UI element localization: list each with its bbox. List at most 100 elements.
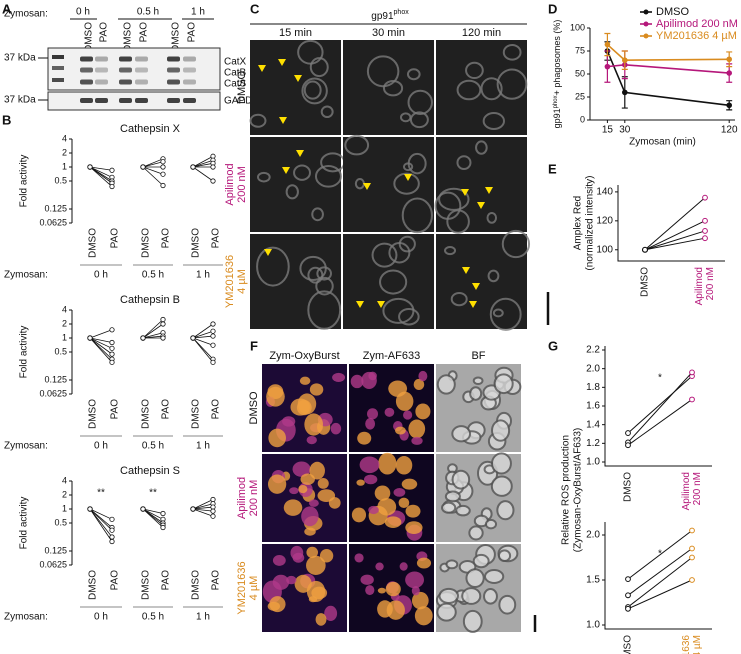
band: [119, 98, 132, 103]
micrograph-feature: [368, 505, 379, 515]
band: [135, 56, 148, 62]
micrograph-feature: [405, 571, 425, 589]
micrograph-feature: [436, 602, 457, 622]
condition-label: PAO: [110, 399, 121, 420]
micrograph-feature: [328, 497, 341, 509]
micrograph-feature: [394, 426, 406, 435]
pair-line: [627, 372, 693, 443]
micrograph-feature: [438, 187, 470, 211]
micrograph-feature: [304, 527, 316, 536]
condition-label: DMSO: [141, 399, 152, 429]
point: [160, 321, 166, 327]
micrograph-feature: [483, 588, 498, 605]
point: [210, 359, 216, 365]
micrograph-feature: [306, 546, 319, 559]
band: [167, 79, 180, 85]
arrowhead: [377, 301, 385, 308]
micrograph-feature: [300, 473, 315, 485]
condition-label: PAO: [161, 228, 172, 249]
micrograph-feature: [502, 44, 522, 61]
point: [689, 554, 695, 561]
micrograph-feature: [269, 596, 286, 613]
point: [210, 164, 216, 170]
point: [109, 351, 115, 357]
pair-line: [142, 158, 164, 168]
pair-line: [192, 503, 214, 510]
micrograph-feature: [267, 474, 287, 494]
micrograph-feature: [440, 501, 457, 514]
micrograph-feature: [330, 422, 342, 435]
micrograph-feature: [379, 269, 408, 295]
y-tick-label: 2.0: [586, 530, 600, 541]
point: [625, 430, 631, 436]
micrograph-feature: [462, 609, 483, 633]
row-label: 4 µM: [236, 269, 248, 294]
y-axis-label: (normalized intensity): [585, 175, 596, 270]
micrograph-feature: [405, 504, 421, 518]
micrograph-feature: [455, 504, 471, 517]
category-label: Apilimod: [681, 472, 692, 510]
micrograph-feature: [315, 276, 334, 296]
point: [210, 333, 216, 339]
y-label-main: gp91: [552, 108, 562, 128]
micrograph-feature: [468, 525, 484, 541]
micrograph-feature: [403, 410, 413, 420]
y-tick-label: 75: [575, 45, 585, 55]
pair-line: [142, 166, 164, 186]
axes: [604, 346, 712, 467]
band: [183, 79, 196, 85]
arrowhead: [469, 301, 477, 308]
micrograph-feature: [472, 553, 490, 569]
ladder-band: [52, 66, 64, 70]
point: [140, 506, 146, 512]
band: [119, 79, 132, 85]
y-axis-label: gp91phox+ phagosomes (%): [552, 20, 562, 129]
lane-label: DMSO: [123, 22, 134, 52]
time-label: 0.5 h: [137, 7, 159, 18]
condition-label: DMSO: [191, 570, 202, 600]
condition-label: DMSO: [191, 399, 202, 429]
panel-letter: D: [548, 1, 557, 16]
micrograph-feature: [465, 61, 484, 80]
arrowhead: [363, 183, 371, 190]
band: [95, 98, 108, 103]
condition-label: PAO: [110, 228, 121, 249]
column-label: 120 min: [462, 27, 501, 39]
header-sup: phox: [394, 9, 410, 16]
point: [160, 182, 166, 189]
micrograph-feature: [311, 207, 324, 222]
ladder-band: [52, 78, 64, 82]
micrograph-feature: [290, 545, 304, 560]
micrograph: [250, 137, 341, 232]
micrograph: [436, 234, 527, 329]
micrograph-feature: [363, 474, 378, 485]
pair-line: [644, 220, 706, 251]
micrograph-feature: [285, 184, 299, 200]
micrograph-feature: [368, 371, 377, 381]
micrograph-feature: [480, 77, 503, 101]
arrowhead: [404, 174, 412, 181]
micrograph-feature: [324, 605, 338, 622]
micrograph-feature: [365, 585, 375, 596]
micrograph-feature: [306, 435, 317, 445]
y-tick-label: 25: [575, 91, 585, 101]
pair-line: [627, 557, 693, 608]
arrowhead: [258, 65, 266, 72]
pair-line: [192, 508, 214, 512]
y-tick-label: 50: [575, 68, 585, 78]
point: [190, 164, 196, 170]
category-label: DMSO: [623, 472, 634, 502]
micrograph-feature: [469, 386, 483, 401]
micrograph-feature: [406, 68, 421, 81]
point: [726, 56, 732, 63]
pair-line: [192, 335, 214, 339]
axes: [604, 522, 712, 630]
band: [95, 79, 108, 85]
micrograph-feature: [497, 549, 512, 563]
row-label: YM201636: [224, 255, 236, 308]
point: [87, 506, 93, 512]
condition-label: PAO: [161, 399, 172, 420]
time-label: 0 h: [94, 441, 108, 452]
micrograph-feature: [283, 499, 303, 516]
